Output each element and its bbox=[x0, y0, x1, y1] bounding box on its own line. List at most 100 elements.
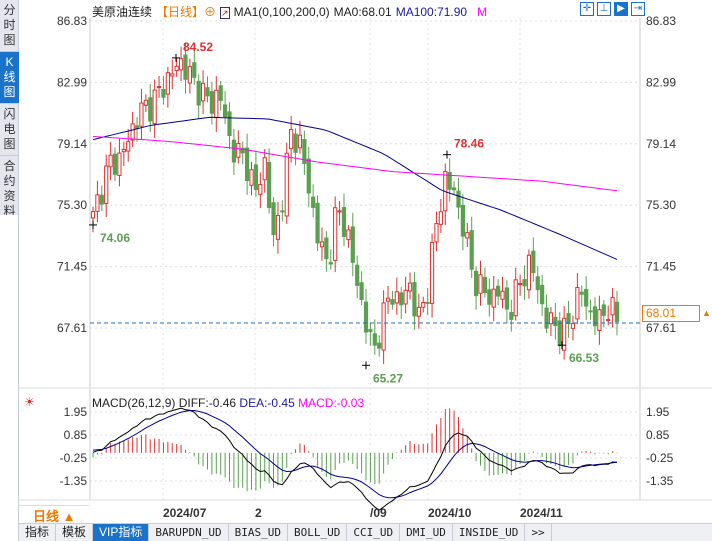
macd-tick-left: -1.35 bbox=[60, 474, 88, 488]
candle-up bbox=[130, 123, 135, 141]
candle-down bbox=[540, 284, 545, 305]
price-tick-right: 67.61 bbox=[646, 321, 676, 335]
candle-down bbox=[341, 207, 347, 237]
candle-down bbox=[112, 153, 118, 175]
candle-up bbox=[174, 65, 179, 71]
candle-up bbox=[297, 134, 303, 149]
candle-down bbox=[350, 226, 355, 263]
candle-up bbox=[491, 288, 496, 308]
macd-diff: DIFF:-0.46 bbox=[178, 396, 237, 410]
candle-down bbox=[584, 288, 589, 307]
date-label: 2 bbox=[255, 506, 262, 520]
candle-down bbox=[355, 264, 360, 286]
tab-templates[interactable]: 模板 bbox=[56, 524, 94, 541]
tab-more[interactable]: >> bbox=[525, 524, 552, 541]
macd-title: MACD(26,12,9) bbox=[92, 396, 176, 410]
tab-cci[interactable]: CCI_UD bbox=[347, 524, 401, 541]
date-label: 2024/10 bbox=[428, 506, 472, 520]
macd-tick-left: -0.25 bbox=[60, 451, 88, 465]
tab-inside[interactable]: INSIDE_UD bbox=[453, 524, 526, 541]
macd-tick-right: 0.85 bbox=[646, 428, 670, 442]
date-label: 2024/07 bbox=[163, 506, 207, 520]
scroll-up-icon[interactable]: ▲ bbox=[702, 308, 711, 318]
candle-down bbox=[451, 187, 457, 191]
kline-chart[interactable]: 86.83 86.83 82.99 82.99 79.14 79.14 75.30 75.30… bbox=[0, 0, 712, 523]
macd-dea: DEA:-0.45 bbox=[239, 396, 295, 410]
tab-vip-indicators[interactable]: VIP指标 bbox=[93, 524, 150, 541]
tab-timeshare[interactable]: 分时图 bbox=[0, 0, 19, 52]
tab-flash[interactable]: 闪电图 bbox=[0, 104, 19, 156]
candle-down bbox=[601, 304, 606, 316]
candle-down bbox=[460, 204, 465, 237]
candle-down bbox=[412, 282, 417, 317]
candle-down bbox=[487, 289, 492, 305]
candle-up bbox=[416, 306, 421, 317]
candle-down bbox=[315, 202, 320, 244]
candle-up bbox=[95, 194, 100, 212]
period-selector-label: 日线 bbox=[33, 509, 60, 524]
chart-toolbar: ✛ ⊥ ▶ ⇥ bbox=[580, 2, 645, 16]
candle-up bbox=[337, 210, 342, 213]
sidebar-blank bbox=[0, 215, 19, 541]
tab-dmi[interactable]: DMI_UD bbox=[400, 524, 453, 541]
candle-down bbox=[377, 342, 382, 349]
candle-down bbox=[368, 329, 373, 333]
indicator-icon[interactable]: ↗ bbox=[220, 7, 230, 19]
tab-contract-info[interactable]: 合约资料 bbox=[0, 156, 19, 223]
extreme-price-label: 74.06 bbox=[100, 231, 130, 245]
caret-up-icon: ▲ bbox=[62, 509, 76, 524]
macd-settings-icon[interactable]: ☀ bbox=[24, 395, 35, 409]
candle-down bbox=[324, 237, 329, 260]
tab-bias[interactable]: BIAS_UD bbox=[229, 524, 288, 541]
candle-up bbox=[421, 302, 426, 308]
tab-indicators[interactable]: 指标 bbox=[19, 524, 57, 541]
add-icon[interactable]: ⊕ bbox=[204, 5, 217, 19]
draw-icon[interactable]: ▶ bbox=[614, 2, 628, 16]
date-label: 2024/11 bbox=[520, 506, 563, 520]
zoom-range-icon[interactable]: ⊥ bbox=[597, 2, 611, 16]
candle-down bbox=[496, 285, 501, 297]
candle-down bbox=[557, 320, 562, 347]
price-tick-left: 67.61 bbox=[57, 321, 87, 335]
crosshair-icon[interactable]: ✛ bbox=[580, 2, 594, 16]
candle-down bbox=[280, 210, 285, 213]
candle-down bbox=[566, 313, 571, 325]
candle-up bbox=[104, 165, 109, 204]
candle-down bbox=[509, 312, 514, 320]
ma0-value: MA0:68.01 bbox=[333, 5, 392, 19]
candle-up bbox=[465, 232, 470, 239]
ma200-line bbox=[92, 136, 618, 192]
candle-down bbox=[245, 147, 250, 182]
candle-up bbox=[156, 86, 162, 89]
chart-legend: 美原油连续 【日线】⊕ ↗ MA1(0,100,200,0) MA0:68.01 MA10… bbox=[92, 3, 491, 20]
candle-down bbox=[504, 287, 510, 310]
candle-down bbox=[372, 333, 377, 346]
candle-up bbox=[438, 211, 443, 225]
candle-up bbox=[170, 73, 175, 77]
candle-down bbox=[99, 194, 104, 205]
candle-down bbox=[293, 133, 298, 153]
period-selector[interactable]: 日线 ▲ bbox=[19, 505, 89, 524]
tab-barupdn[interactable]: BARUPDN_UD bbox=[149, 524, 229, 541]
candle-up bbox=[275, 215, 281, 240]
candle-down bbox=[231, 139, 237, 163]
date-label: /09 bbox=[370, 506, 387, 520]
period-label: 【日线】 bbox=[156, 5, 205, 19]
candle-down bbox=[209, 91, 214, 114]
macd-tick-left: 1.95 bbox=[64, 405, 88, 419]
candle-up bbox=[258, 184, 263, 195]
candle-down bbox=[148, 97, 153, 122]
price-tick-right: 82.99 bbox=[646, 75, 676, 89]
candle-up bbox=[90, 211, 96, 219]
candle-up bbox=[289, 129, 294, 150]
candle-up bbox=[434, 223, 439, 243]
candle-down bbox=[535, 276, 540, 291]
candle-up bbox=[126, 141, 131, 152]
tab-boll[interactable]: BOLL_UD bbox=[288, 524, 348, 541]
candle-up bbox=[518, 282, 523, 285]
candle-up bbox=[178, 58, 184, 71]
tab-kline[interactable]: K线图 bbox=[0, 52, 19, 104]
exit-icon[interactable]: ⇥ bbox=[631, 2, 645, 16]
candle-up bbox=[478, 274, 483, 294]
candle-down bbox=[399, 292, 404, 306]
